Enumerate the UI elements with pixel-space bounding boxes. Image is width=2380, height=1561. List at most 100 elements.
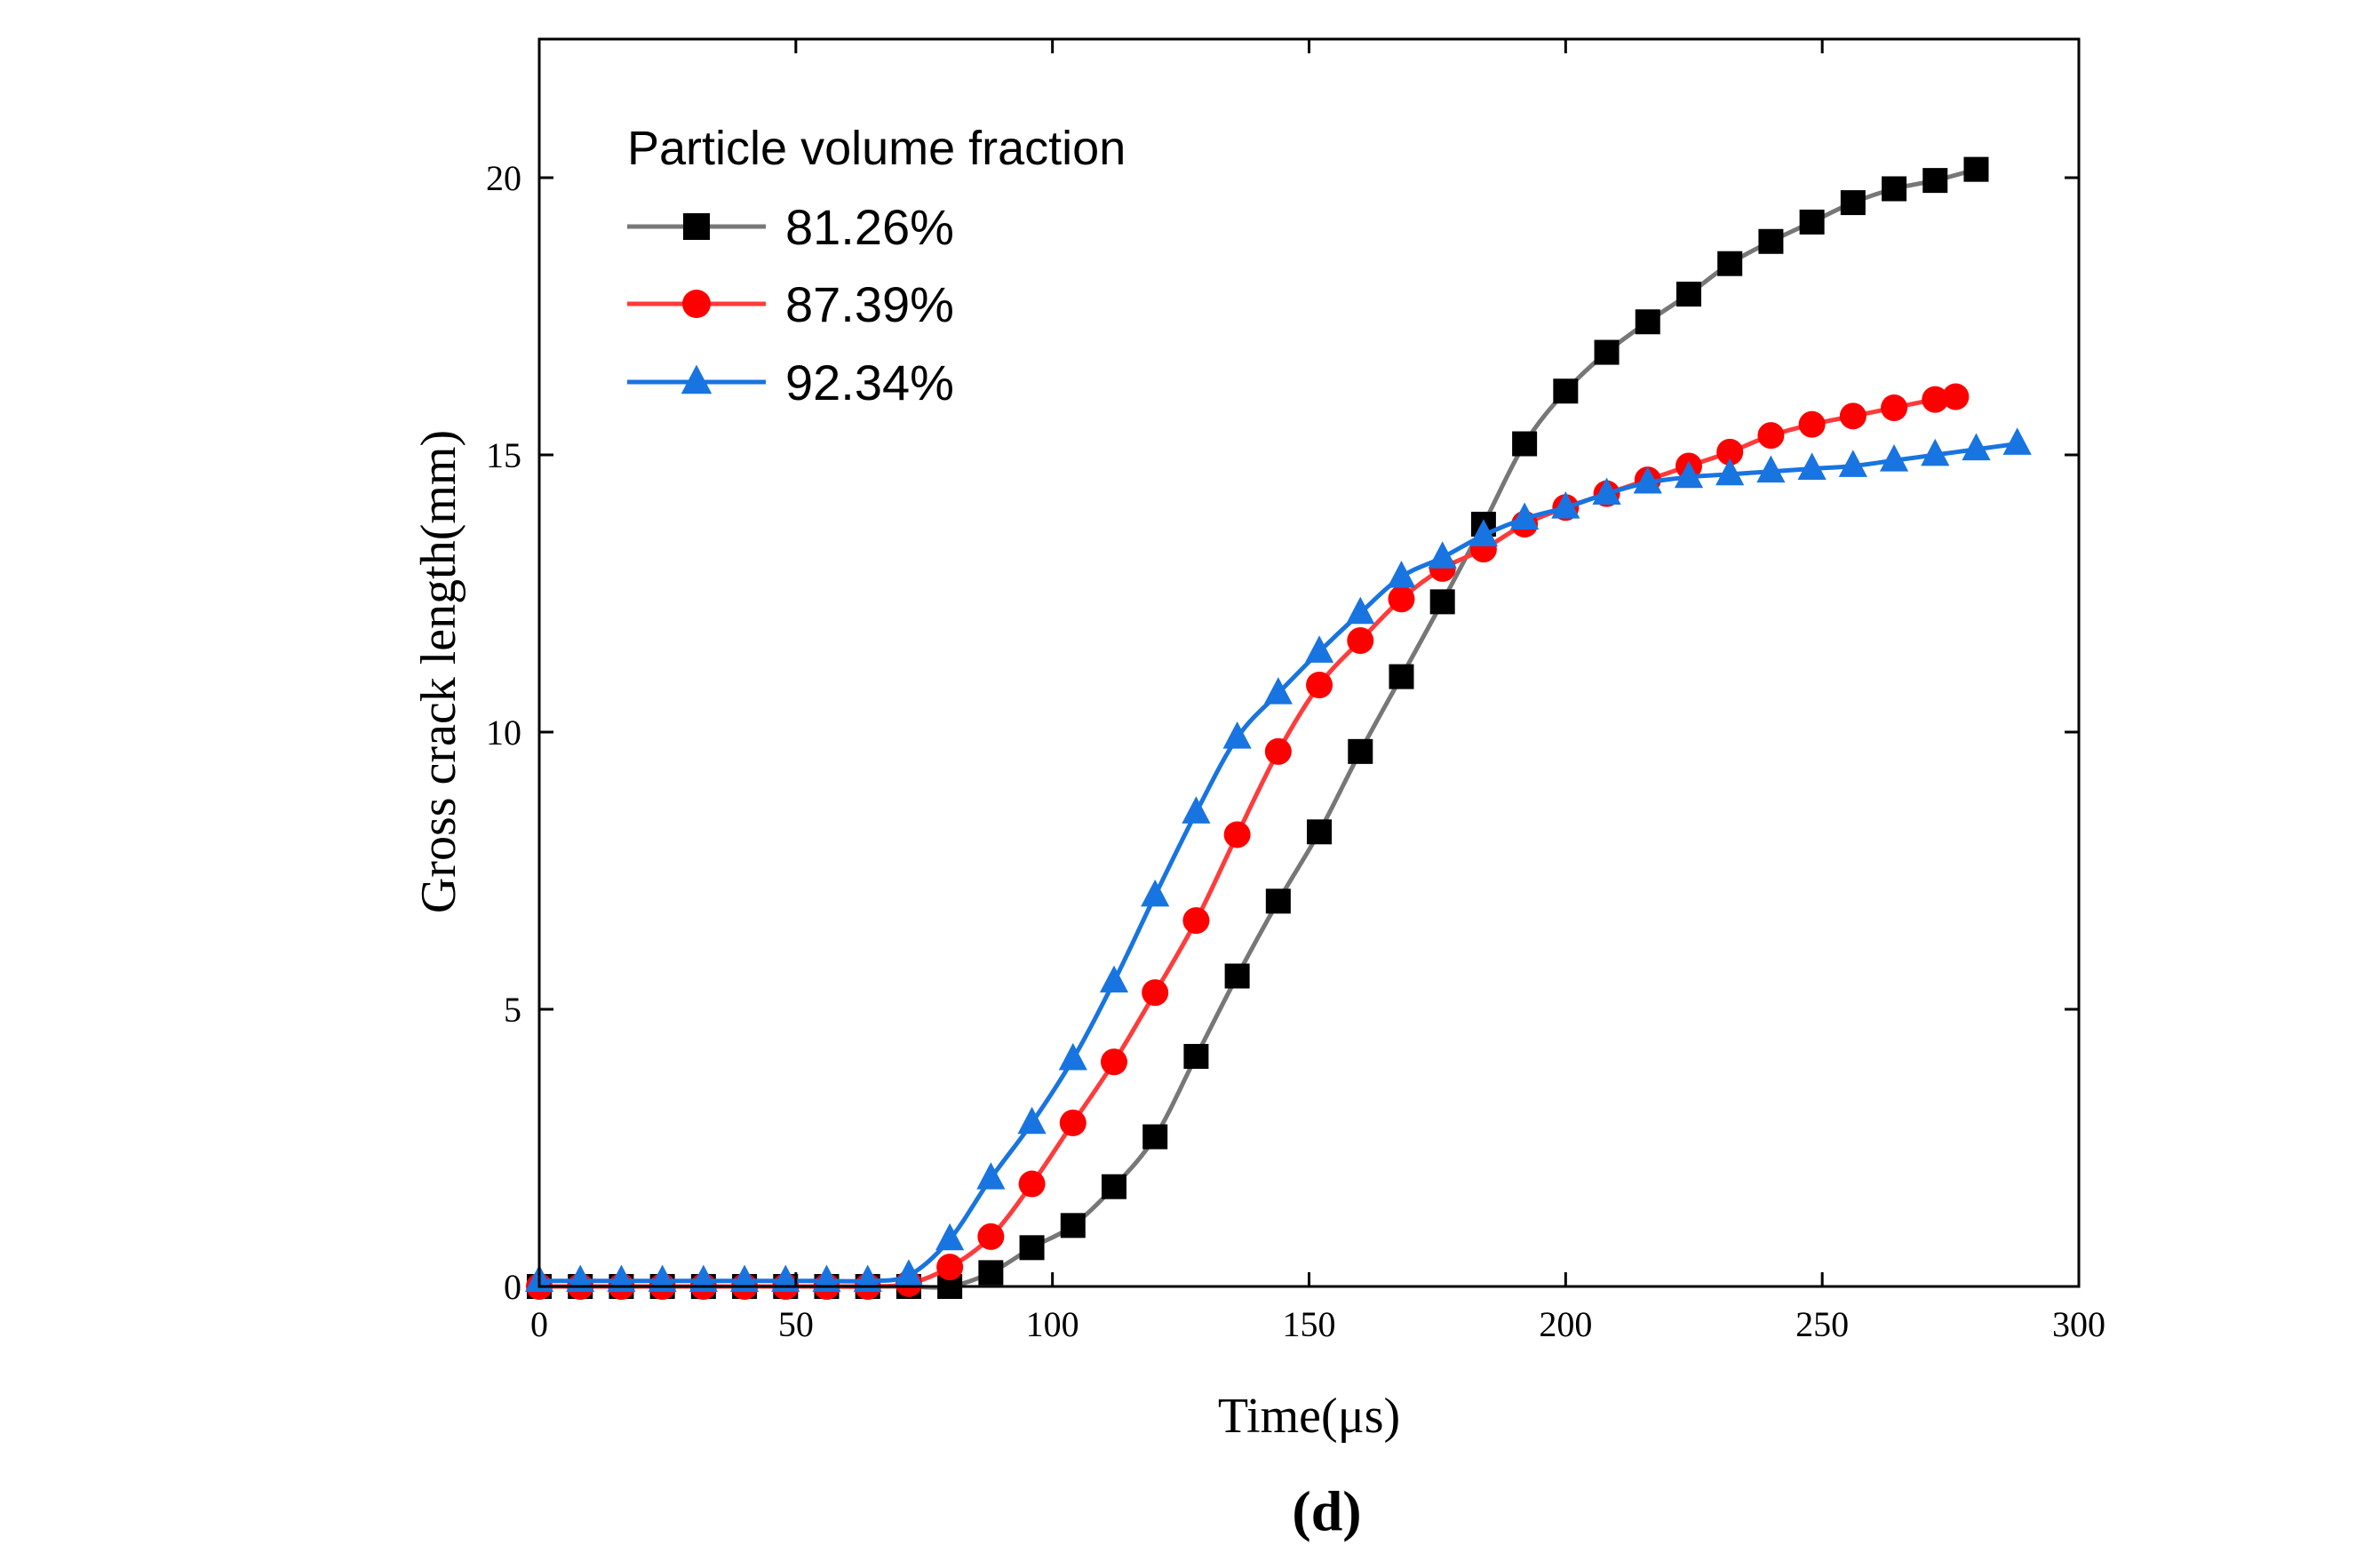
data-point — [936, 1254, 964, 1281]
y-tick-label: 20 — [486, 158, 521, 198]
legend: Particle volume fraction 81.26% 87.39% 92.… — [627, 122, 1126, 410]
legend-label: 92.34% — [785, 354, 954, 410]
legend-marker — [682, 290, 711, 318]
data-point — [771, 1264, 800, 1293]
data-point — [1716, 438, 1744, 466]
x-tick-label: 100 — [1026, 1304, 1079, 1344]
data-point — [1223, 821, 1251, 848]
data-point — [1099, 965, 1129, 993]
data-point — [1756, 455, 1786, 483]
x-tick-label: 50 — [778, 1304, 814, 1344]
data-point — [1922, 168, 1948, 194]
data-point — [812, 1264, 841, 1293]
data-point — [935, 1223, 965, 1251]
y-tick-label: 0 — [504, 1267, 521, 1307]
data-point — [1797, 452, 1827, 480]
ticks-layer: 0 50 100 150 200 250 300 0 5 10 15 20 — [486, 39, 2105, 1344]
data-point — [1058, 1042, 1087, 1071]
data-point — [1348, 738, 1373, 764]
x-tick-label: 300 — [2052, 1304, 2105, 1344]
legend-item: 92.34% — [627, 354, 954, 410]
data-point — [1838, 450, 1867, 477]
data-point — [1265, 888, 1291, 914]
data-point — [1304, 635, 1334, 663]
data-point — [1798, 410, 1826, 438]
data-point — [1182, 796, 1211, 824]
data-point — [1387, 561, 1416, 588]
y-tick-label: 15 — [486, 435, 521, 475]
legend-marker — [681, 364, 712, 394]
data-point — [1715, 458, 1745, 486]
data-point — [1264, 737, 1292, 765]
data-point — [1512, 431, 1538, 457]
data-point — [1347, 627, 1374, 655]
series-line — [539, 442, 2018, 1284]
data-point — [1100, 1048, 1127, 1076]
data-point — [978, 1260, 1004, 1286]
data-point — [1674, 460, 1704, 489]
data-point — [1882, 176, 1907, 202]
data-point — [976, 1162, 1006, 1190]
data-point — [1388, 585, 1415, 613]
data-point — [1222, 721, 1252, 749]
data-point — [1799, 209, 1825, 235]
x-tick-label: 150 — [1283, 1304, 1336, 1344]
data-point — [1635, 309, 1660, 335]
data-point — [1757, 422, 1785, 450]
x-tick-label: 200 — [1539, 1304, 1592, 1344]
data-point — [1182, 907, 1210, 935]
data-point — [1101, 1174, 1126, 1199]
data-point — [1306, 671, 1333, 698]
data-point — [1510, 502, 1540, 530]
x-tick-label: 250 — [1795, 1304, 1849, 1344]
series-line — [538, 167, 1978, 1290]
data-point — [977, 1223, 1005, 1250]
data-point — [1018, 1170, 1046, 1198]
y-axis-title: Gross crack length(mm) — [411, 430, 466, 913]
data-point — [1224, 963, 1250, 989]
data-point — [1389, 664, 1414, 689]
data-point — [1060, 1213, 1086, 1238]
data-point — [1717, 251, 1743, 276]
data-point — [1676, 282, 1701, 307]
legend-label: 87.39% — [785, 276, 954, 332]
data-point — [1307, 819, 1333, 845]
data-point — [1921, 438, 1950, 466]
data-point — [1942, 383, 1970, 410]
data-point — [894, 1259, 924, 1286]
data-point — [607, 1264, 636, 1293]
data-point — [1879, 444, 1909, 472]
data-point — [729, 1264, 760, 1293]
data-point — [853, 1264, 882, 1293]
data-point — [1839, 402, 1867, 430]
data-point — [1346, 596, 1375, 625]
data-point — [1059, 1109, 1087, 1136]
legend-item: 81.26% — [627, 199, 954, 255]
data-point — [1142, 979, 1169, 1007]
data-point — [1469, 519, 1499, 546]
series-87.39% — [526, 383, 1970, 1300]
x-axis-title: Time(μs) — [1218, 1389, 1400, 1444]
x-tick-label: 0 — [530, 1304, 548, 1344]
data-point — [1141, 879, 1170, 907]
data-point — [1183, 1044, 1209, 1070]
data-point — [2002, 427, 2032, 455]
data-point — [648, 1264, 677, 1293]
data-point — [689, 1264, 718, 1293]
data-point — [1142, 1124, 1168, 1150]
data-point — [1592, 477, 1621, 506]
data-point — [1429, 589, 1455, 615]
data-point — [1962, 433, 1991, 461]
legend-marker — [683, 213, 710, 240]
data-point — [1963, 156, 1989, 182]
data-point — [1758, 228, 1784, 254]
series-layer — [524, 156, 2032, 1300]
legend-item: 87.39% — [627, 276, 954, 332]
data-point — [566, 1264, 595, 1293]
data-point — [1881, 394, 1908, 421]
legend-label: 81.26% — [785, 199, 954, 255]
data-point — [1263, 677, 1293, 705]
data-point — [1428, 541, 1457, 569]
figure-caption: (d) — [1292, 1479, 1361, 1542]
